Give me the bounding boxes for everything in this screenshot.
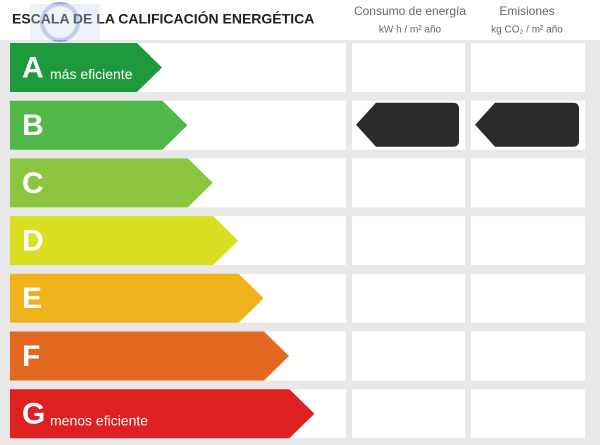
cell (471, 43, 585, 92)
watermark-logo (30, 2, 100, 42)
cell (352, 331, 465, 381)
rating-arrow (10, 331, 289, 381)
rating-letter: B (22, 109, 44, 142)
rating-arrow (10, 100, 188, 150)
rating-arrow (10, 389, 315, 439)
cell (471, 216, 585, 266)
rating-letter: E (22, 282, 42, 315)
cell (471, 331, 585, 381)
cell (352, 158, 465, 208)
column-title: Consumo de energía (354, 4, 466, 18)
header-band (0, 0, 600, 40)
rating-letter: F (22, 340, 40, 373)
rating-indicator (475, 102, 579, 147)
title: ESCALA DE LA CALIFICACIÓN ENERGÉTICA (12, 10, 314, 27)
rating-arrow (10, 273, 264, 323)
rating-letter: D (22, 225, 44, 258)
column-unit: kg CO₂ / m² año (491, 25, 563, 36)
cell (471, 158, 585, 208)
cell (352, 389, 465, 439)
rating-indicator (356, 102, 459, 147)
cell (471, 389, 585, 439)
rating-arrow (10, 43, 162, 92)
column-title: Emisiones (499, 4, 554, 18)
rating-letter: G (22, 398, 45, 431)
cell (471, 273, 585, 323)
rating-arrow (10, 216, 239, 266)
cell (352, 273, 465, 323)
column-unit: kW h / m² año (379, 25, 442, 36)
rating-arrow (10, 158, 213, 208)
rating-label: menos eficiente (50, 412, 148, 428)
rating-letter: C (22, 167, 44, 200)
rating-letter: A (22, 51, 44, 84)
cell (352, 43, 465, 92)
cell (352, 216, 465, 266)
rating-label: más eficiente (50, 66, 133, 82)
